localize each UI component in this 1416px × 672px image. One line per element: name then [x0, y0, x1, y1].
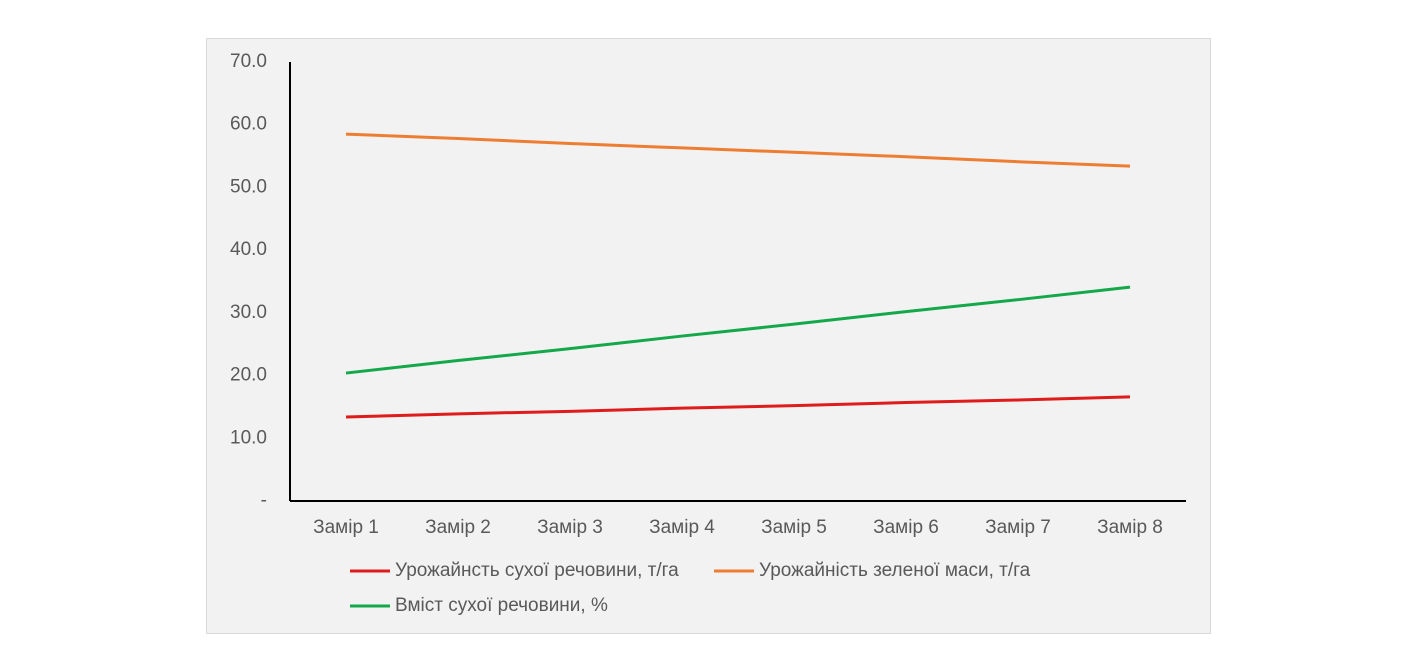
legend-label: Вміст сухої речовини, %	[395, 595, 608, 616]
x-tick-label: Замір 4	[649, 517, 715, 538]
x-tick-label: Замір 7	[985, 517, 1051, 538]
chart-area	[206, 38, 1211, 634]
y-tick-label: 30.0	[230, 302, 267, 323]
series-line	[345, 132, 1131, 168]
legend-label: Урожайнсть сухої речовини, т/га	[395, 560, 679, 581]
y-tick-label: -	[261, 490, 267, 511]
x-tick-label: Замір 8	[1097, 517, 1163, 538]
y-tick-label: 40.0	[230, 239, 267, 260]
legend-label: Урожайність зеленої маси, т/га	[759, 560, 1031, 581]
y-tick-label: 50.0	[230, 176, 267, 197]
y-tick-label: 60.0	[230, 114, 267, 135]
series-line	[345, 395, 1131, 419]
series-line	[345, 285, 1131, 375]
x-tick-label: Замір 2	[425, 517, 491, 538]
y-tick-label: 20.0	[230, 365, 267, 386]
x-tick-label: Замір 5	[761, 517, 827, 538]
x-tick-label: Замір 1	[313, 517, 379, 538]
x-tick-label: Замір 6	[873, 517, 939, 538]
y-tick-label: 70.0	[230, 51, 267, 72]
x-tick-label: Замір 3	[537, 517, 603, 538]
y-tick-label: 10.0	[230, 427, 267, 448]
